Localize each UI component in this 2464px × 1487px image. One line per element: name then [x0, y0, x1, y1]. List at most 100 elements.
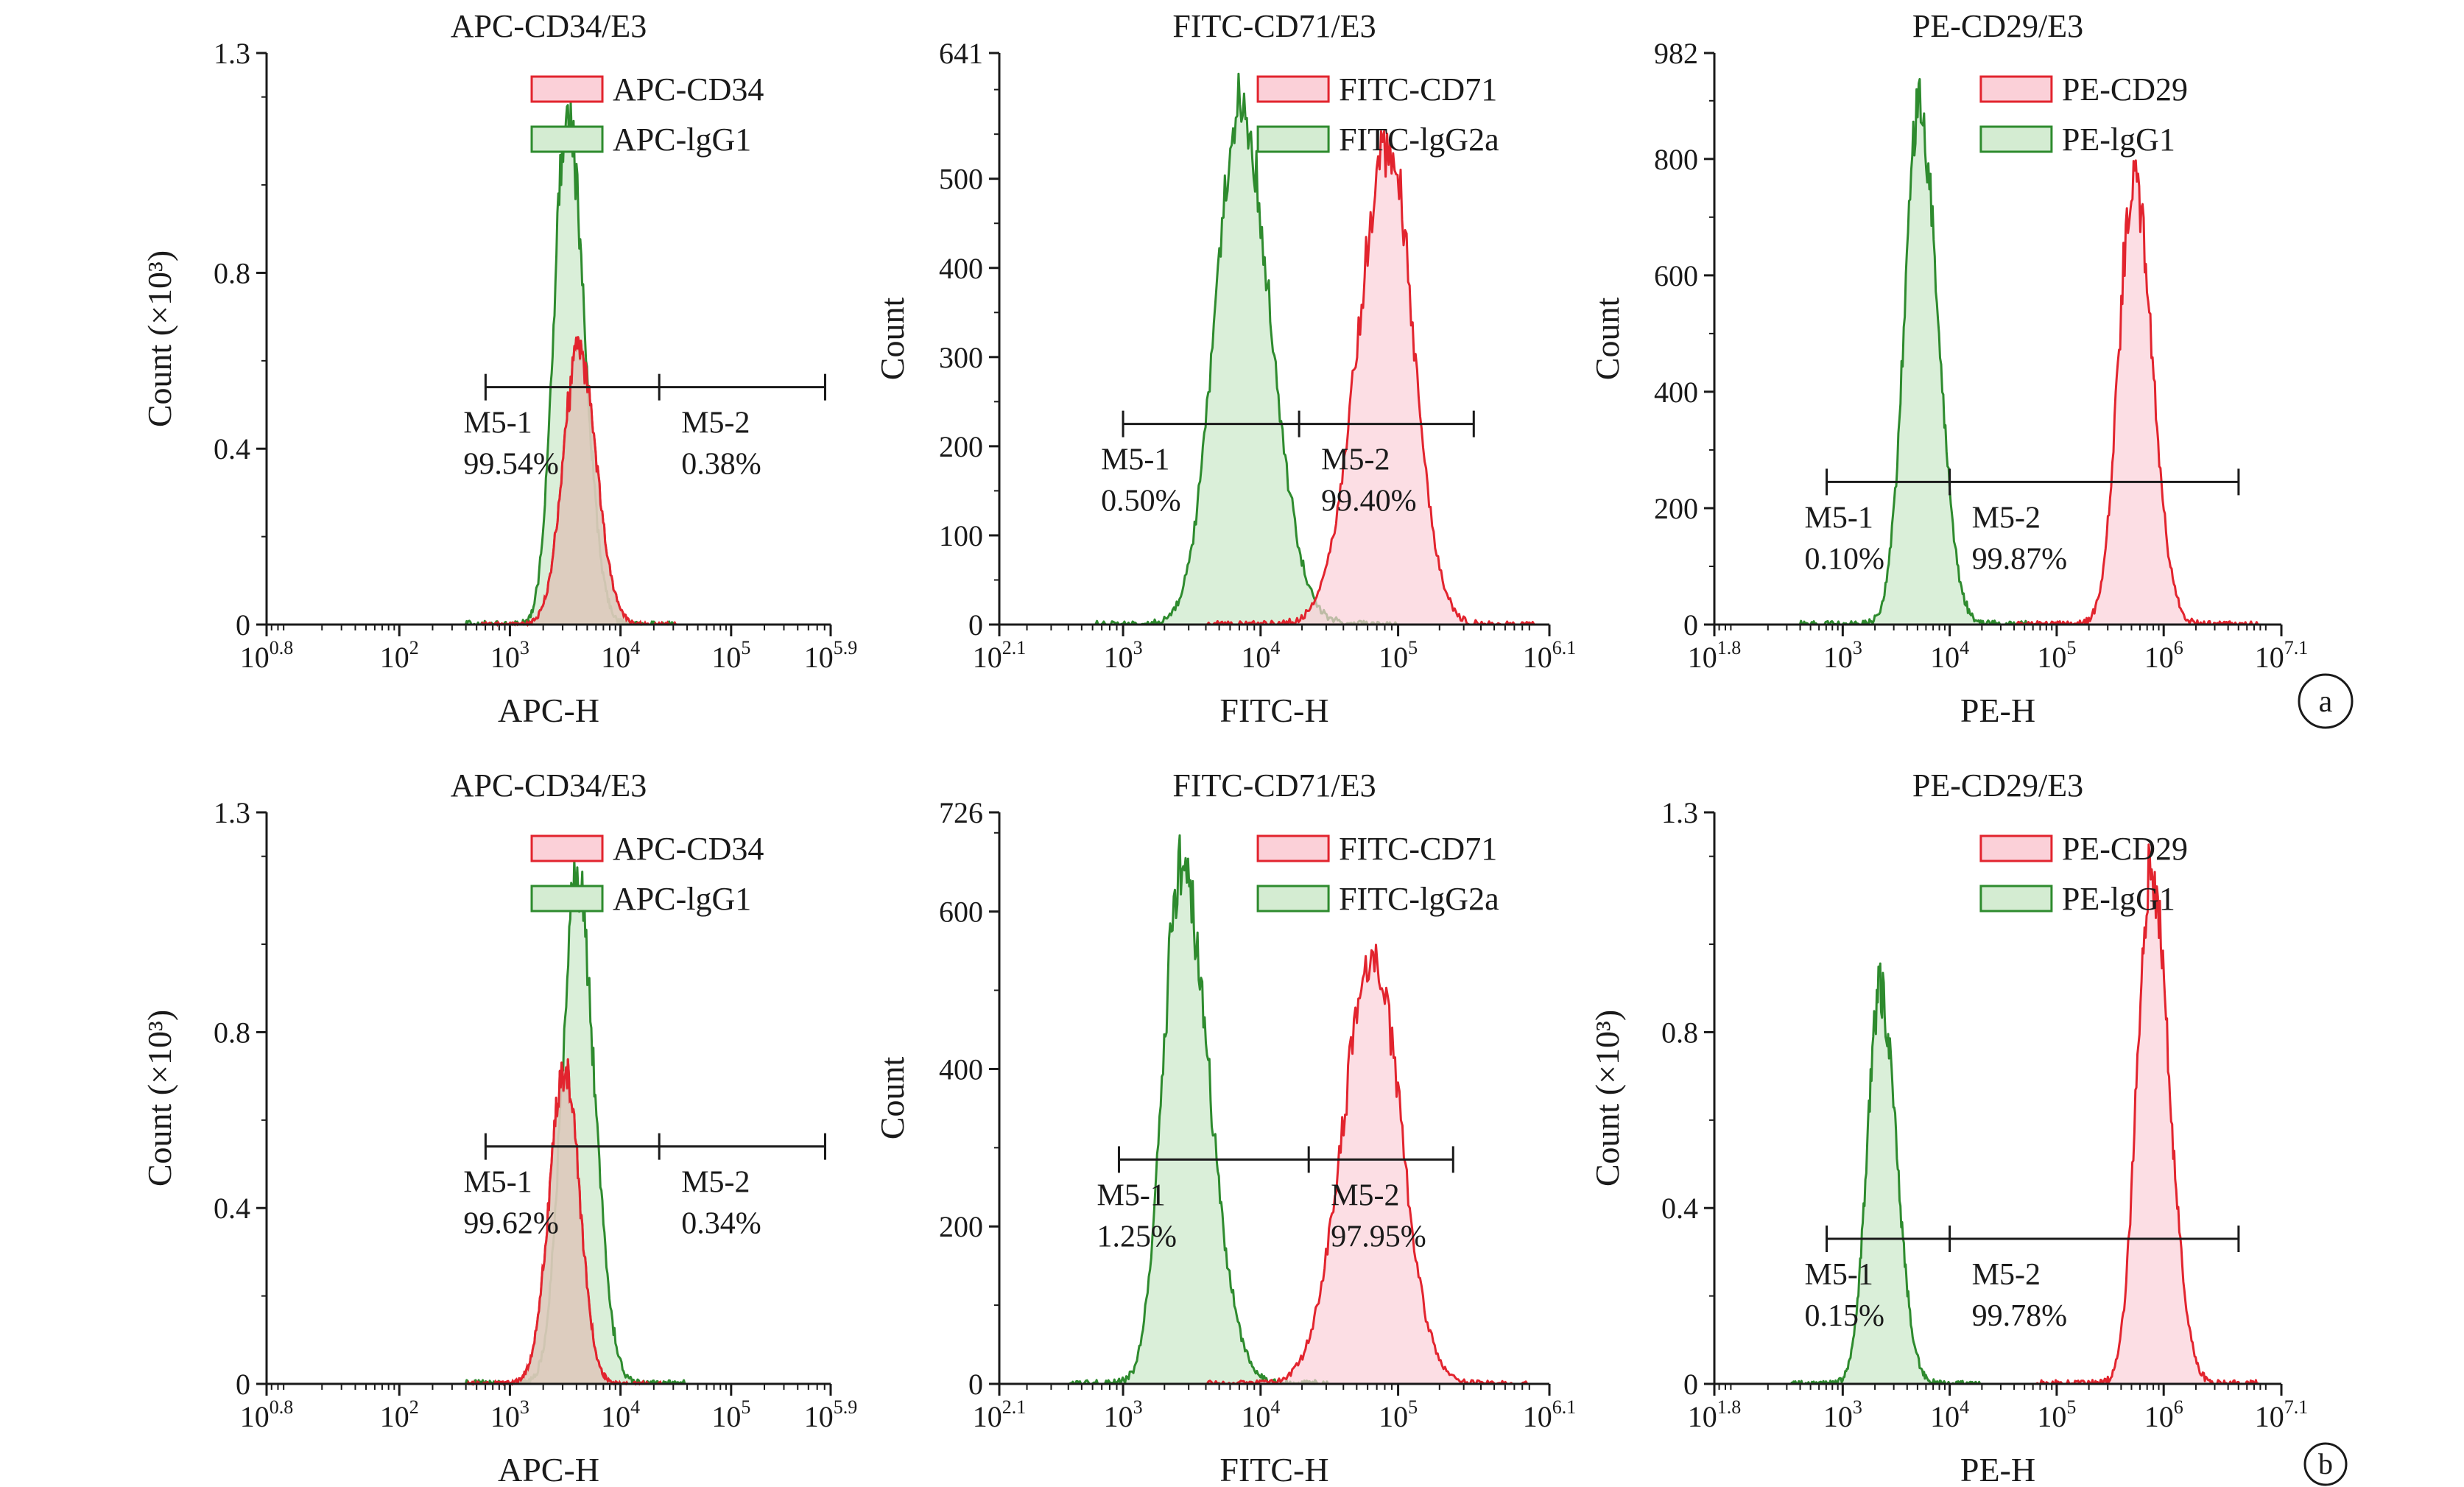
histogram-control-fitc-lgg2a: [1066, 834, 1331, 1385]
chart-title: PE-CD29/E3: [1912, 767, 2083, 804]
x-tick-exponent: 7.1: [2284, 637, 2309, 658]
legend-label-control: APC-lgG1: [613, 122, 751, 158]
x-tick-exponent: 4: [1270, 637, 1280, 658]
y-tick-label: 0.4: [214, 1192, 250, 1225]
legend-swatch-control: [1256, 885, 1330, 913]
x-tick-base: 10: [1523, 1400, 1552, 1433]
chart-title: PE-CD29/E3: [1912, 8, 2083, 44]
x-tick-exponent: 3: [520, 637, 529, 658]
y-tick-label: 500: [939, 163, 983, 196]
gate-m2-name: M5-2: [681, 1166, 750, 1200]
legend-swatch-sample: [1979, 834, 2053, 862]
x-tick-label: 103: [1823, 1396, 1862, 1433]
legend-label-sample: APC-CD34: [613, 71, 764, 108]
x-tick-base: 10: [2037, 641, 2066, 674]
x-tick-exponent: 6: [2174, 1396, 2183, 1418]
legend-swatch-control: [1979, 125, 2053, 153]
x-tick-exponent: 3: [1853, 637, 1862, 658]
x-tick-base: 10: [711, 1400, 741, 1433]
x-tick-label: 104: [1930, 1396, 1969, 1433]
x-tick-label: 101.8: [1688, 1396, 1742, 1433]
gate-m2-name: M5-2: [681, 407, 750, 440]
gate-m1-percent: 99.54%: [463, 448, 559, 482]
y-tick-label: 1.3: [1661, 796, 1698, 829]
x-tick-exponent: 4: [630, 637, 640, 658]
x-tick-label: 104: [1241, 1396, 1280, 1433]
x-tick-label: 105: [2037, 637, 2076, 674]
y-tick-label: 982: [1654, 37, 1698, 70]
x-tick-exponent: 0.8: [270, 1396, 294, 1418]
x-tick-label: 101.8: [1688, 637, 1742, 674]
y-tick-label: 100: [939, 519, 983, 552]
gate-m1-percent: 0.15%: [1805, 1299, 1885, 1333]
x-tick-label: 105: [2037, 1396, 2076, 1433]
chart-title: APC-CD34/E3: [451, 767, 647, 804]
y-tick-label: 200: [939, 1210, 983, 1243]
x-tick-exponent: 4: [1960, 1396, 1969, 1418]
y-tick-label: 0: [1683, 608, 1698, 641]
y-tick-label: 400: [1654, 376, 1698, 409]
legend-label-sample: PE-CD29: [2062, 831, 2188, 867]
x-tick-label: 104: [1930, 637, 1969, 674]
y-tick-label: 0: [968, 1368, 983, 1401]
x-tick-base: 10: [380, 641, 409, 674]
panel-label-b-circle: [2303, 1442, 2348, 1486]
x-tick-label: 105.9: [804, 637, 858, 674]
x-tick-exponent: 3: [1133, 637, 1143, 658]
x-tick-label: 106.1: [1523, 1396, 1577, 1433]
legend-swatch-control: [1979, 885, 2053, 913]
x-tick-base: 10: [1241, 641, 1270, 674]
x-tick-label: 102: [380, 1396, 419, 1433]
gate-m1-name: M5-1: [463, 1166, 532, 1200]
histogram-sample-pe-cd29: [2034, 843, 2261, 1385]
y-tick-label: 0.4: [1661, 1192, 1698, 1225]
legend-label-control: FITC-lgG2a: [1339, 881, 1499, 917]
x-tick-exponent: 2: [409, 1396, 419, 1418]
x-tick-exponent: 5: [741, 1396, 750, 1418]
legend-swatch-sample: [530, 834, 604, 862]
gate-m1-percent: 99.62%: [463, 1207, 559, 1241]
x-tick-base: 10: [1823, 1400, 1853, 1433]
chart-title: FITC-CD71/E3: [1172, 767, 1376, 804]
y-tick-label: 200: [1654, 492, 1698, 525]
x-tick-label: 104: [601, 1396, 640, 1433]
y-tick-label: 1.3: [214, 37, 250, 70]
y-tick-label: 726: [939, 796, 983, 829]
gate-m1-name: M5-1: [1101, 443, 1169, 477]
x-tick-exponent: 5: [2066, 637, 2076, 658]
x-tick-label: 103: [1104, 637, 1143, 674]
x-tick-base: 10: [2255, 1400, 2284, 1433]
x-tick-exponent: 5: [1408, 1396, 1418, 1418]
y-axis-label: Count: [873, 1057, 911, 1140]
x-tick-exponent: 4: [630, 1396, 640, 1418]
y-axis-label: Count (×10³): [1588, 1010, 1626, 1187]
y-tick-label: 1.3: [214, 796, 250, 829]
gate-m2-name: M5-2: [1331, 1178, 1399, 1212]
legend-swatch-control: [530, 885, 604, 913]
histogram-sample-fitc-cd71: [1204, 943, 1530, 1385]
x-tick-exponent: 2.1: [1002, 637, 1027, 658]
x-tick-base: 10: [2144, 641, 2174, 674]
legend-label-sample: FITC-CD71: [1339, 71, 1497, 108]
panel-label-b-text: b: [2318, 1447, 2333, 1480]
gate-m1-percent: 0.10%: [1805, 542, 1885, 576]
y-tick-label: 641: [939, 37, 983, 70]
gate-m2-name: M5-2: [1972, 1258, 2041, 1292]
x-tick-label: 102.1: [973, 1396, 1027, 1433]
x-tick-label: 107.1: [2255, 1396, 2309, 1433]
legend-label-sample: PE-CD29: [2062, 71, 2188, 108]
x-tick-exponent: 4: [1270, 1396, 1280, 1418]
y-tick-label: 600: [1654, 259, 1698, 292]
gate-m1-name: M5-1: [463, 407, 532, 440]
x-tick-base: 10: [1379, 1400, 1408, 1433]
x-tick-exponent: 7.1: [2284, 1396, 2309, 1418]
x-tick-label: 100.8: [240, 637, 294, 674]
chart-title: FITC-CD71/E3: [1172, 8, 1376, 44]
y-tick-label: 0.8: [214, 1016, 250, 1049]
gate-m2-percent: 0.38%: [681, 448, 761, 482]
x-tick-exponent: 2: [409, 637, 419, 658]
